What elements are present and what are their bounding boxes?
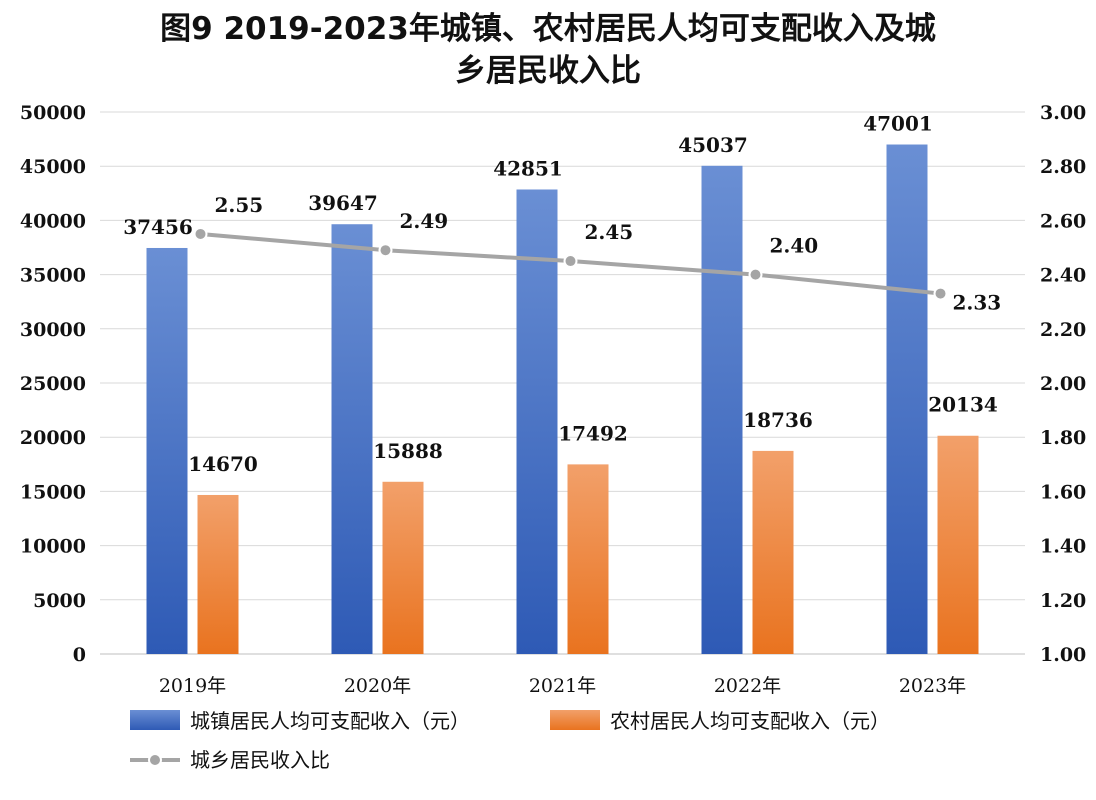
y-right-tick-label: 1.20 <box>1040 590 1086 612</box>
y-left-tick-label: 30000 <box>20 319 86 341</box>
urban-income-label: 39647 <box>308 191 378 215</box>
legend-label-ratio: 城乡居民收入比 <box>190 748 330 772</box>
y-right-tick-label: 1.40 <box>1040 536 1086 558</box>
y-left-tick-label: 25000 <box>20 373 86 395</box>
legend-swatch-urban <box>130 710 180 730</box>
rural-income-label: 20134 <box>928 393 998 417</box>
urban-income-label: 45037 <box>678 133 748 157</box>
chart-title-line-1: 图9 2019-2023年城镇、农村居民人均可支配收入及城 <box>160 11 936 47</box>
y-left-tick-label: 45000 <box>20 156 86 178</box>
ratio-point <box>748 267 763 282</box>
y-right-tick-label: 2.80 <box>1040 156 1086 178</box>
legend-label-rural: 农村居民人均可支配收入（元） <box>610 709 890 733</box>
bar-rural-income <box>197 494 239 654</box>
ratio-point <box>193 226 208 241</box>
ratio-label: 2.40 <box>770 234 819 258</box>
ratio-label: 2.49 <box>400 209 449 233</box>
bar-urban-income <box>516 189 558 654</box>
legend-swatch-rural <box>550 710 600 730</box>
y-left-tick-label: 20000 <box>20 427 86 449</box>
y-right-tick-label: 2.20 <box>1040 319 1086 341</box>
ratio-label: 2.45 <box>585 220 634 244</box>
bar-urban-income <box>146 247 188 654</box>
rural-income-label: 17492 <box>558 421 628 445</box>
x-tick-label: 2020年 <box>344 675 411 697</box>
legend-marker-ratio <box>148 753 162 767</box>
rural-income-label: 14670 <box>188 452 258 476</box>
ratio-line <box>193 226 948 301</box>
bar-rural-income <box>567 464 609 654</box>
y-right-tick-label: 3.00 <box>1040 102 1086 124</box>
ratio-point <box>563 254 578 269</box>
y-left-tick-label: 10000 <box>20 536 86 558</box>
x-tick-label: 2021年 <box>529 675 596 697</box>
y-right-tick-label: 1.00 <box>1040 644 1086 666</box>
y-right-tick-label: 2.60 <box>1040 210 1086 232</box>
ratio-point <box>378 243 393 258</box>
legend: 城镇居民人均可支配收入（元） 农村居民人均可支配收入（元） 城乡居民收入比 <box>130 709 890 772</box>
y-left-tick-label: 50000 <box>20 102 86 124</box>
y-right-tick-label: 2.00 <box>1040 373 1086 395</box>
gridlines <box>100 111 1025 655</box>
ratio-label: 2.33 <box>953 291 1002 315</box>
chart-title: 图9 2019-2023年城镇、农村居民人均可支配收入及城 乡居民收入比 <box>0 8 1096 92</box>
y-right-tick-label: 1.60 <box>1040 481 1086 503</box>
x-tick-label: 2023年 <box>899 675 966 697</box>
bar-rural-income <box>382 481 424 654</box>
data-labels: 37456 14670 39647 15888 42851 17492 45037 18736… <box>123 112 1001 476</box>
y-left-tick-label: 15000 <box>20 481 86 503</box>
y-left-tick-label: 5000 <box>33 590 86 612</box>
y-left-tick-label: 40000 <box>20 210 86 232</box>
axes: 0 5000 10000 15000 20000 25000 30000 35000 40000… <box>20 102 1086 697</box>
bar-urban-income <box>701 165 743 654</box>
ratio-point <box>933 286 948 301</box>
bar-urban-income <box>886 144 928 654</box>
urban-income-label: 42851 <box>493 156 563 180</box>
y-right-tick-label: 2.40 <box>1040 265 1086 287</box>
chart-title-line-2: 乡居民收入比 <box>455 53 641 89</box>
bars <box>146 144 979 655</box>
bar-rural-income <box>937 435 979 654</box>
ratio-label: 2.55 <box>215 193 264 217</box>
rural-income-label: 18736 <box>743 408 813 432</box>
rural-income-label: 15888 <box>373 439 443 463</box>
x-tick-label: 2022年 <box>714 675 781 697</box>
bar-rural-income <box>752 450 794 654</box>
urban-income-label: 37456 <box>123 215 193 239</box>
x-tick-label: 2019年 <box>159 675 226 697</box>
urban-income-label: 47001 <box>863 112 933 136</box>
y-left-tick-label: 0 <box>73 644 86 666</box>
y-left-tick-label: 35000 <box>20 265 86 287</box>
y-right-tick-label: 1.80 <box>1040 427 1086 449</box>
bar-urban-income <box>331 224 373 655</box>
legend-label-urban: 城镇居民人均可支配收入（元） <box>190 709 470 733</box>
